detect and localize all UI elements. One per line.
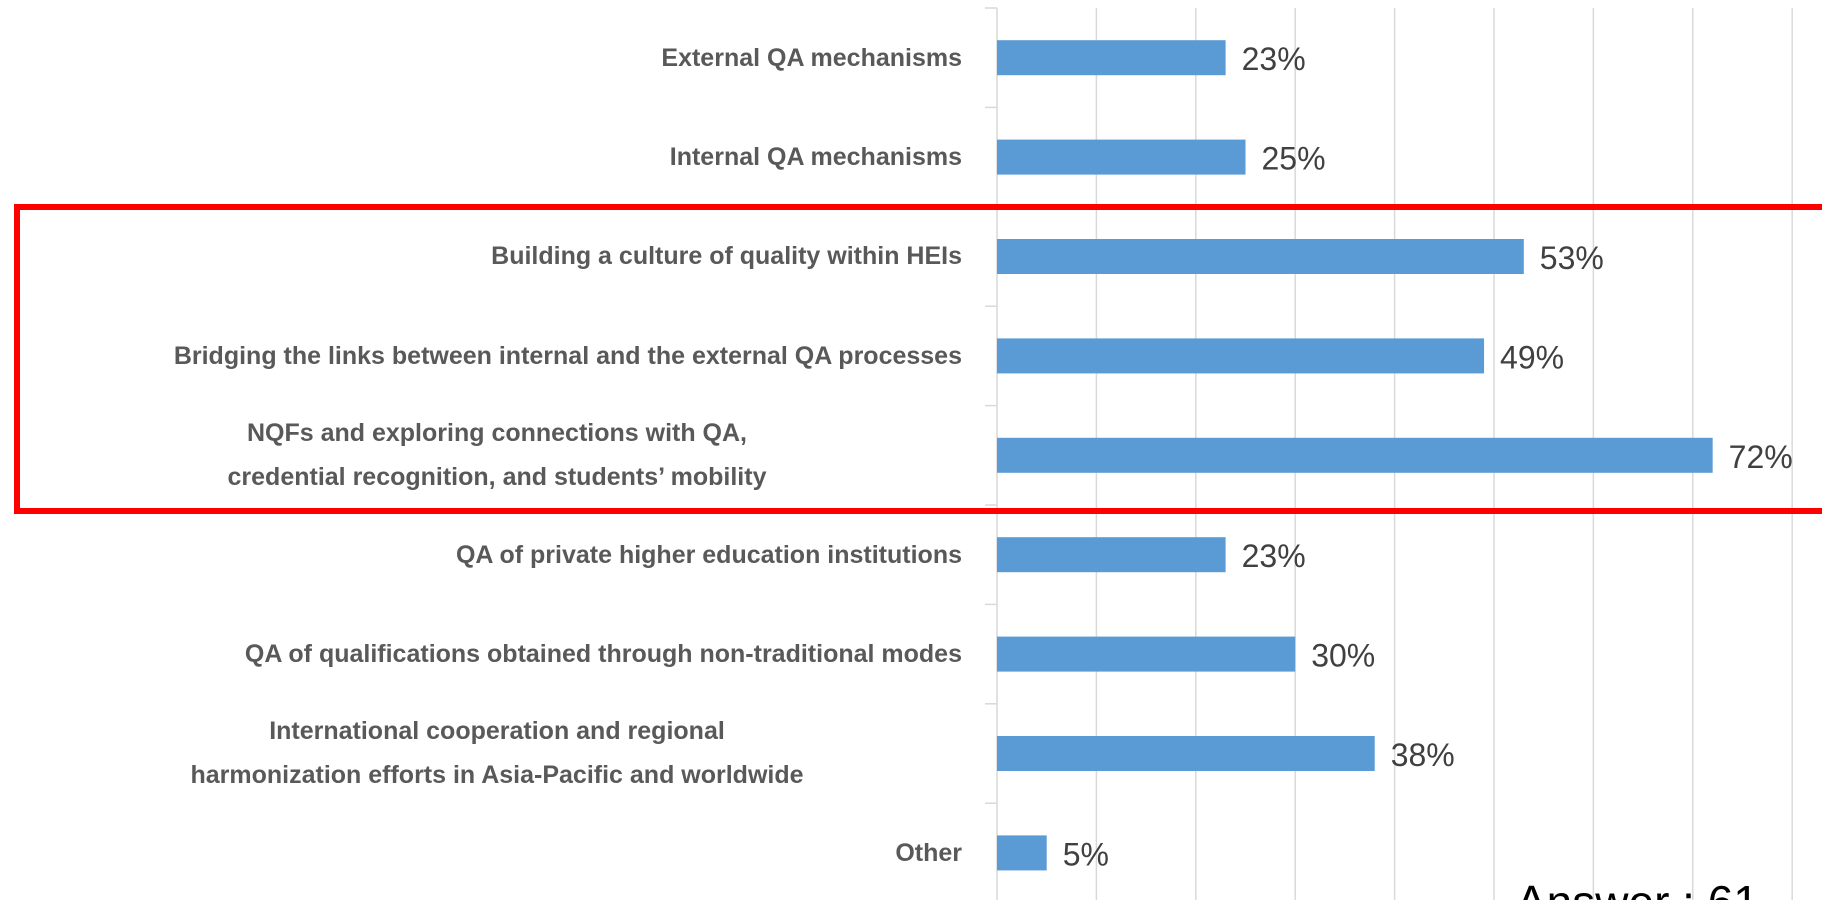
bar [997,139,1246,175]
y-tick-label: International cooperation and regional h… [190,717,804,790]
category-label-box: Internal QA mechanisms [0,107,962,206]
y-tick-label: Other [895,838,962,867]
bar [997,338,1485,374]
y-tick-label: NQFs and exploring connections with QA, … [227,419,767,492]
value-label: 23% [1242,538,1306,574]
bar [997,537,1226,573]
value-label: 25% [1261,141,1325,177]
bar [997,40,1226,76]
value-label: 30% [1311,638,1375,674]
category-label-box: Other [0,803,962,900]
y-tick-label: QA of qualifications obtained through no… [244,640,962,669]
bar [997,736,1375,771]
bar [997,239,1524,274]
category-label-box: External QA mechanisms [0,8,962,107]
annotation: Answer : 61 [1516,876,1759,900]
y-tick-label: Building a culture of quality within HEI… [491,242,962,271]
y-tick-label: External QA mechanisms [661,43,962,72]
value-label: 5% [1063,836,1109,872]
category-label-box: Building a culture of quality within HEI… [0,207,962,306]
value-label: 38% [1391,737,1455,773]
category-label-box: QA of private higher education instituti… [0,505,962,604]
y-tick-label: Internal QA mechanisms [669,143,962,172]
category-label-box: Bridging the links between internal and … [0,306,962,405]
category-label-box: NQFs and exploring connections with QA, … [0,406,962,505]
y-tick-label: Bridging the links between internal and … [173,341,962,370]
y-tick-label: QA of private higher education instituti… [455,540,962,569]
bar [997,437,1713,473]
bar [997,636,1296,672]
value-label: 49% [1500,339,1564,375]
category-label-box: International cooperation and regional h… [0,704,962,803]
value-label: 72% [1729,439,1793,475]
highlight-box [14,204,1822,514]
bar [997,835,1047,871]
value-label: 23% [1242,41,1306,77]
category-label-box: QA of qualifications obtained through no… [0,604,962,703]
value-label: 53% [1540,240,1604,276]
